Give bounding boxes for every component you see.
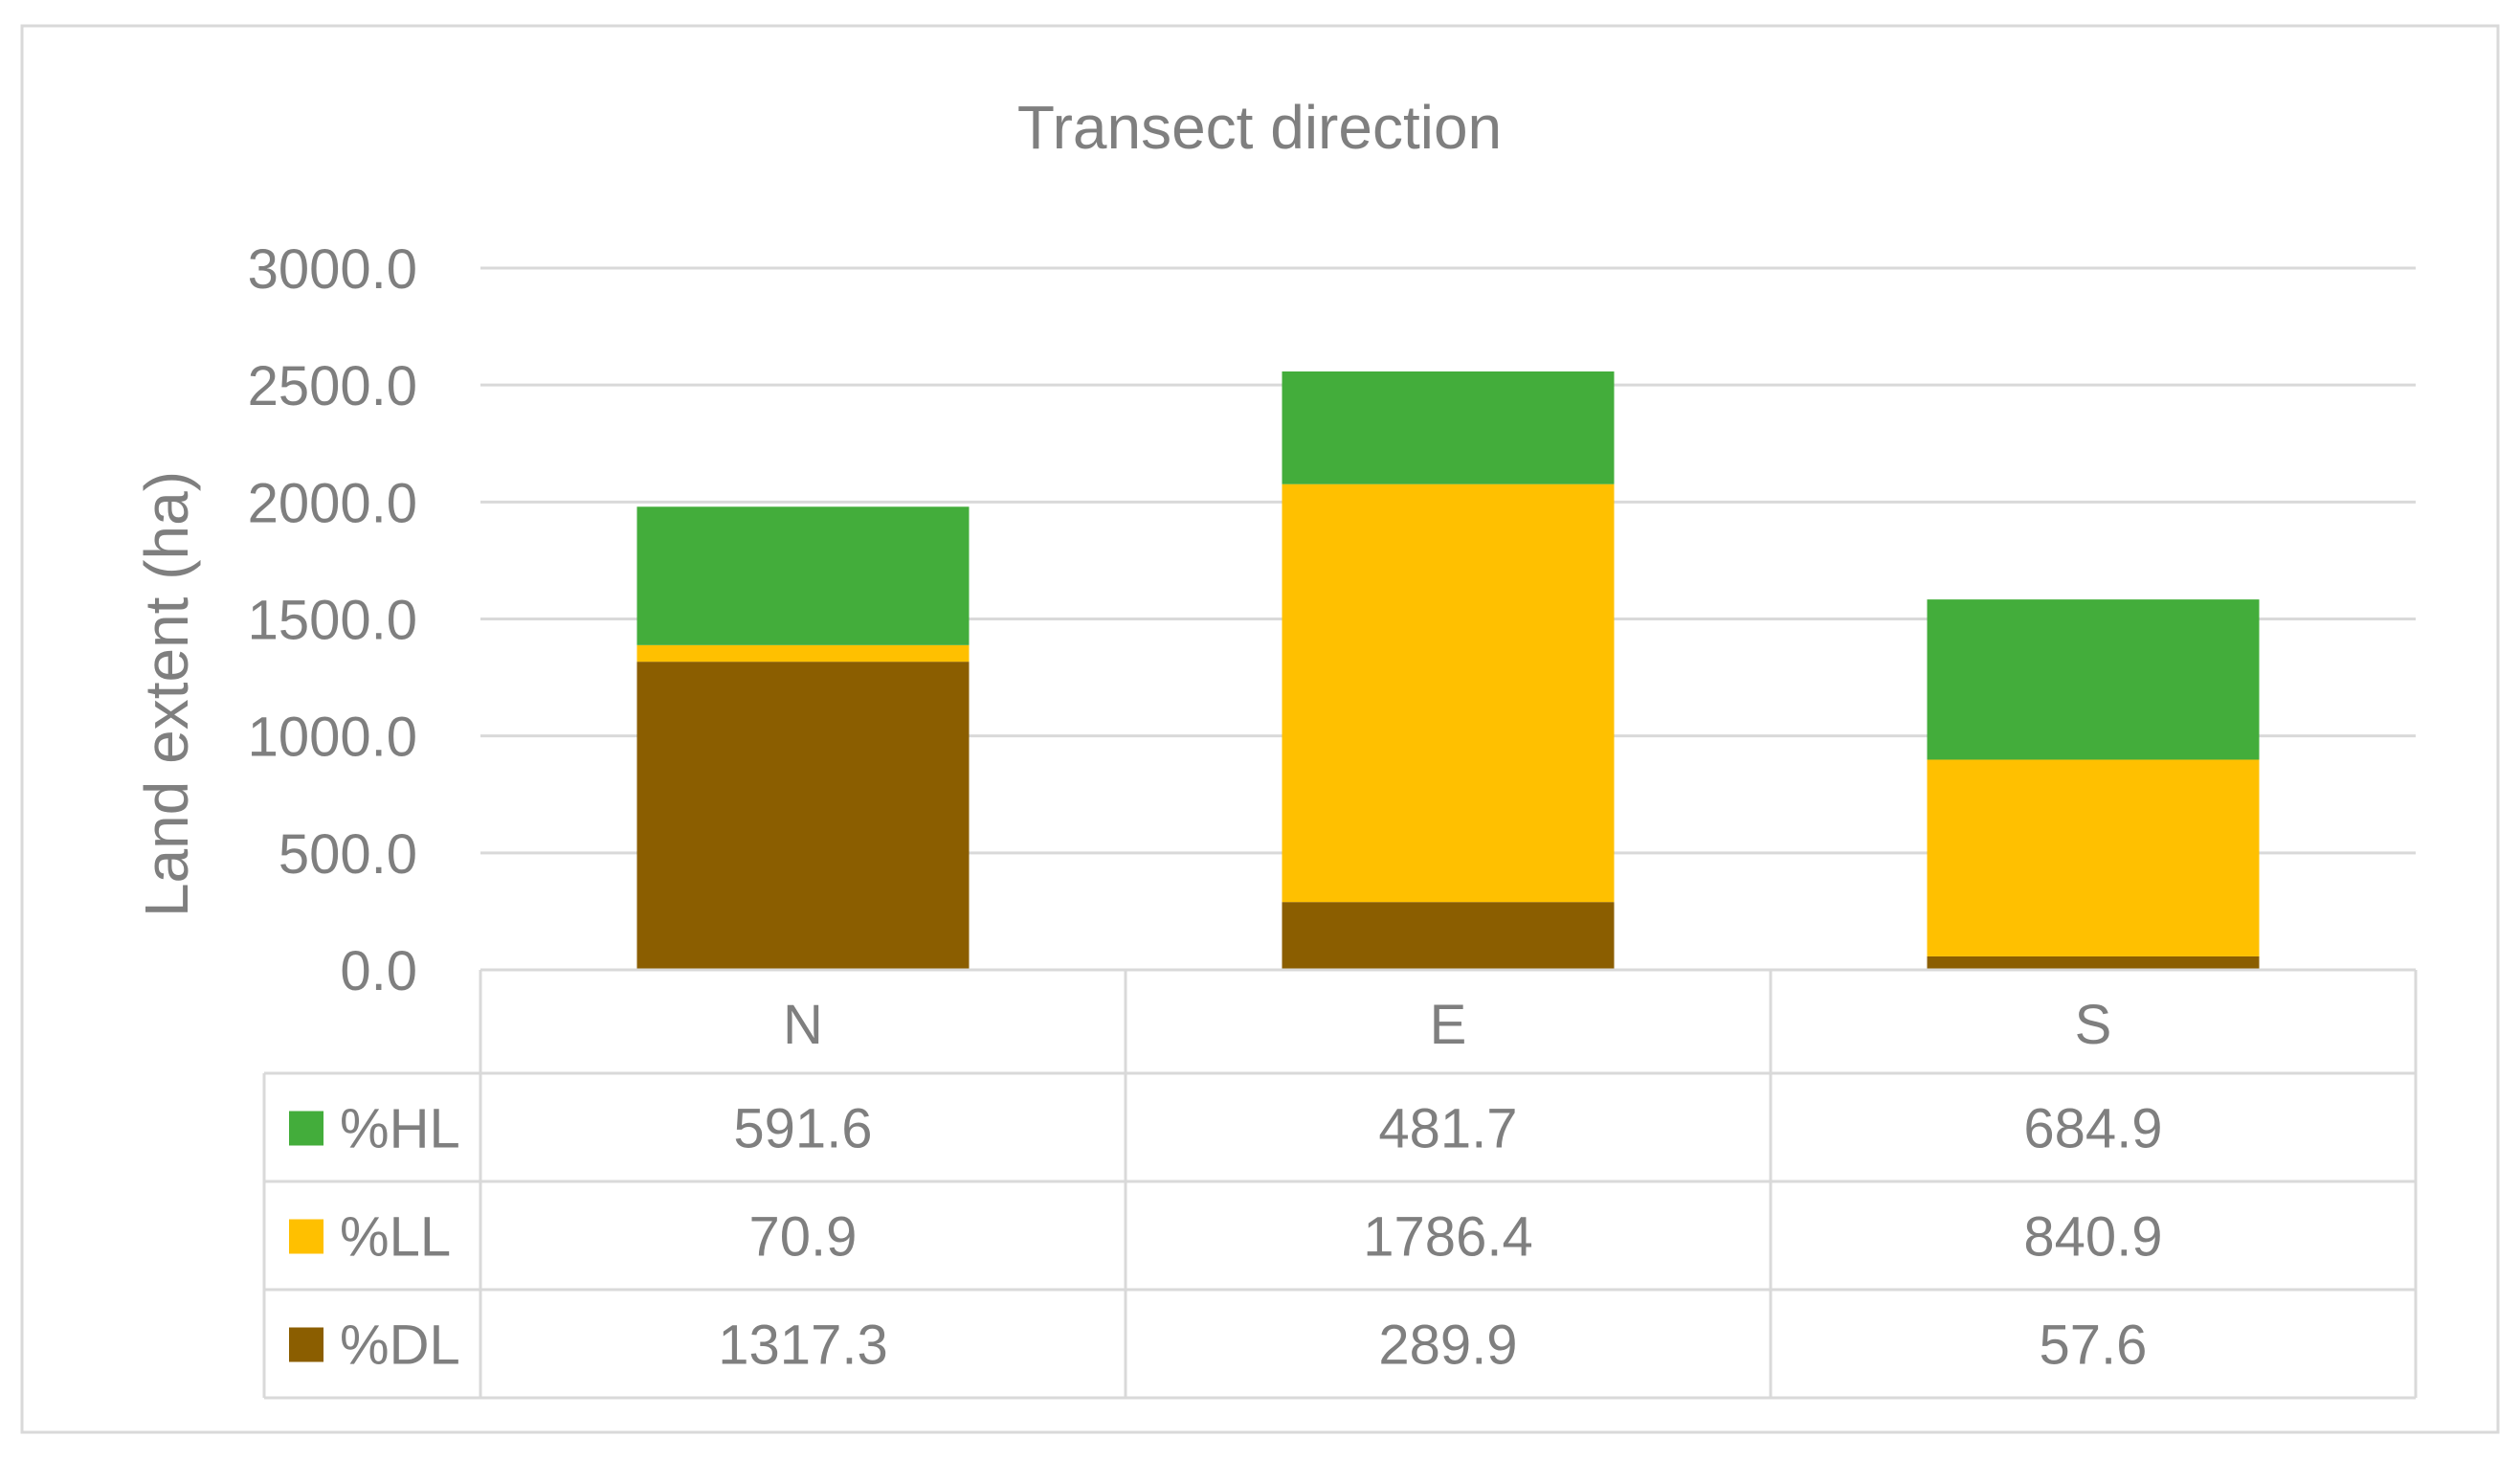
legend-swatch xyxy=(289,1219,323,1254)
y-axis-label: Land extent (ha) xyxy=(132,471,201,917)
legend-label: %HL xyxy=(340,1098,460,1160)
bar-segment xyxy=(1927,955,2260,970)
y-tick-label: 1000.0 xyxy=(248,707,417,769)
data-table-value: 481.7 xyxy=(1378,1098,1517,1160)
data-table-value: 591.6 xyxy=(733,1098,872,1160)
y-tick-label: 2500.0 xyxy=(248,355,417,417)
legend-swatch xyxy=(289,1327,323,1362)
y-tick-label: 1500.0 xyxy=(248,590,417,652)
bar-segment xyxy=(1282,483,1615,903)
chart-title: Transect direction xyxy=(1017,93,1502,162)
data-table-value: 1317.3 xyxy=(718,1315,887,1377)
legend-swatch xyxy=(289,1111,323,1146)
data-table: N E S %HL 591.6 481.7 684.9 %LL 70.9 1786.4 840.9%… xyxy=(262,968,2418,1400)
data-table-value: 840.9 xyxy=(2023,1206,2162,1269)
y-tick-label: 0.0 xyxy=(340,940,417,1002)
bar-segment xyxy=(636,506,970,645)
bars xyxy=(636,371,2260,970)
data-table-value: 684.9 xyxy=(2023,1098,2162,1160)
legend-label: %LL xyxy=(340,1206,451,1269)
y-tick-label: 500.0 xyxy=(279,823,417,886)
x-category-label: S xyxy=(2075,994,2112,1056)
y-axis-ticks: 0.0 500.0 1000.0 1500.0 2000.0 2500.0 3000.0 xyxy=(248,238,417,1002)
bar-segment xyxy=(1927,759,2260,956)
data-table-value: 289.9 xyxy=(1378,1315,1517,1377)
x-category-label: E xyxy=(1430,994,1467,1056)
bar-segment xyxy=(636,662,970,970)
bar-segment xyxy=(1927,599,2260,760)
bar-segment xyxy=(1282,371,1615,484)
bar-segment xyxy=(1282,902,1615,970)
x-category-label: N xyxy=(783,994,823,1056)
data-table-value: 70.9 xyxy=(749,1206,858,1269)
bar-segment xyxy=(636,644,970,663)
y-tick-label: 3000.0 xyxy=(248,238,417,301)
legend-label: %DL xyxy=(340,1315,460,1377)
data-table-value: 57.6 xyxy=(2040,1315,2148,1377)
y-tick-label: 2000.0 xyxy=(248,472,417,534)
data-table-value: 1786.4 xyxy=(1363,1206,1532,1269)
